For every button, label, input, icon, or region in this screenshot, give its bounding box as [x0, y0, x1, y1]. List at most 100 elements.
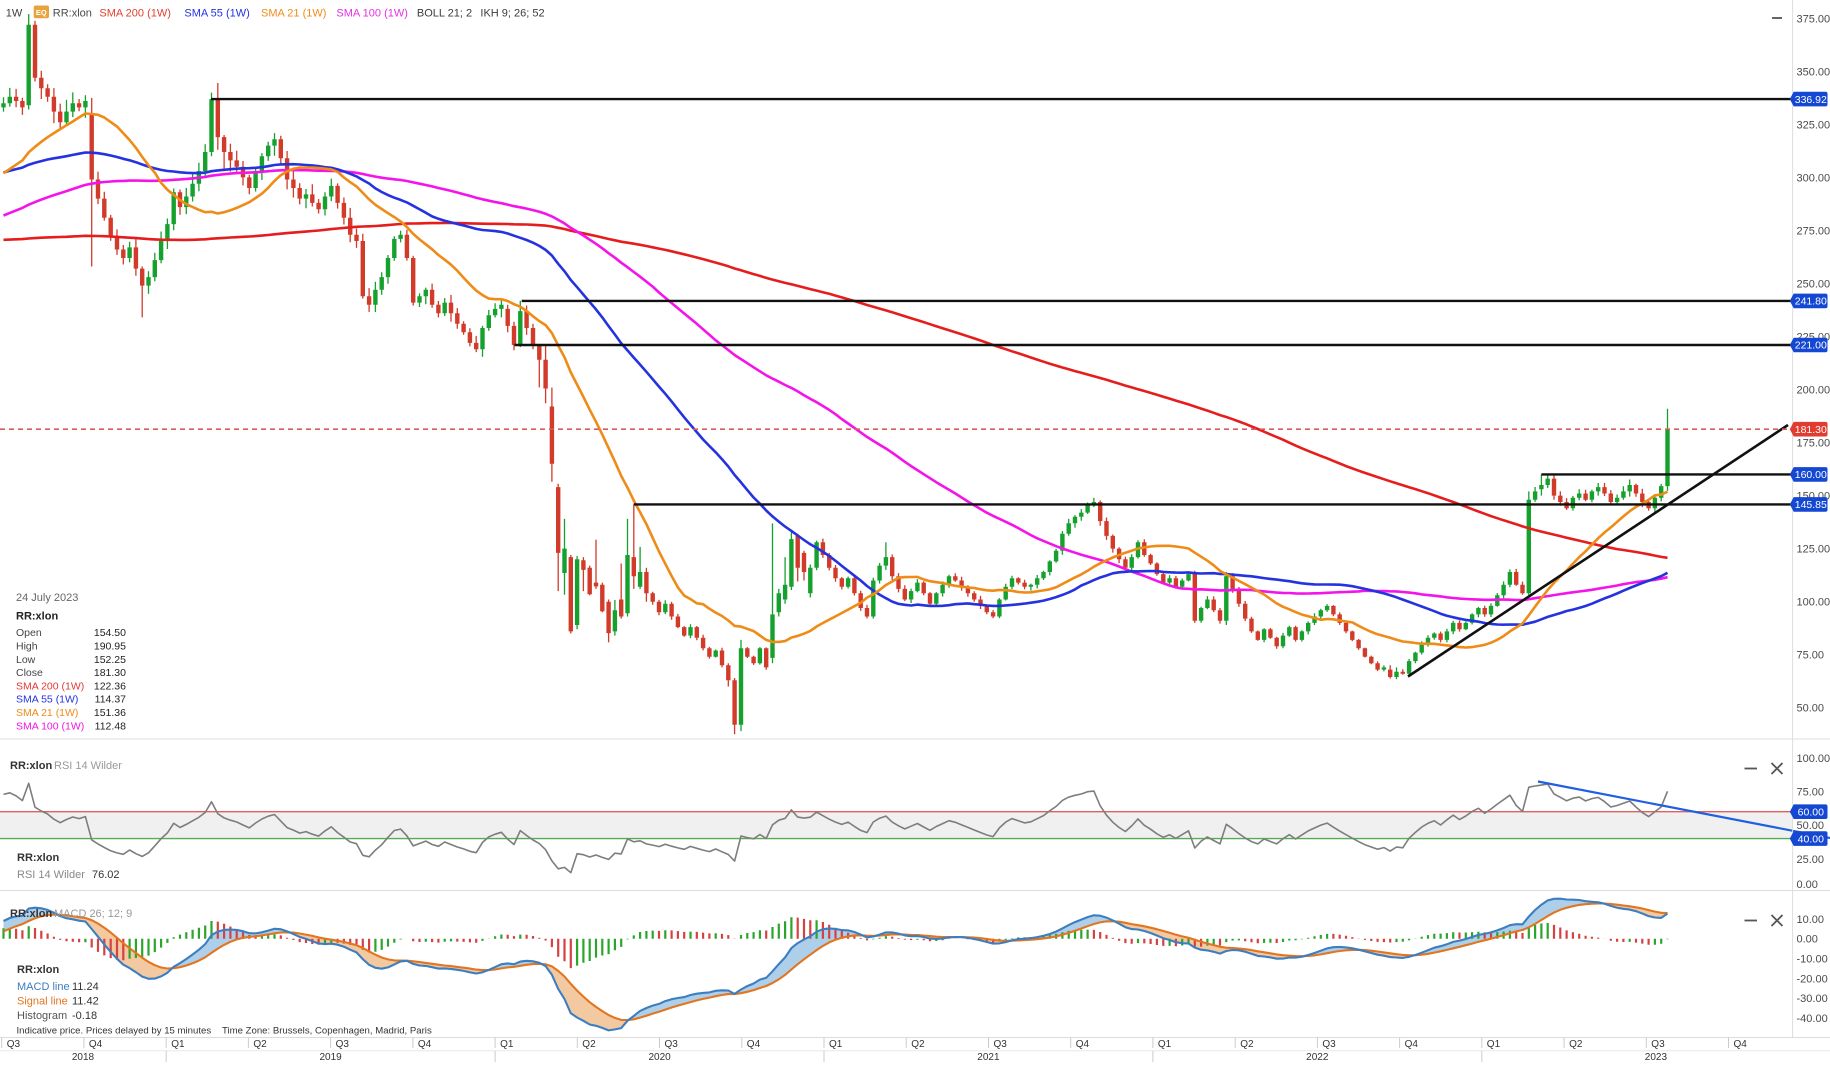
svg-text:241.80: 241.80 [1795, 296, 1827, 308]
svg-text:25.00: 25.00 [1797, 854, 1825, 866]
svg-text:MACD 26; 12; 9: MACD 26; 12; 9 [54, 908, 132, 920]
svg-text:Q3: Q3 [7, 1039, 21, 1050]
svg-text:RR:xlon: RR:xlon [53, 8, 92, 20]
svg-text:-0.18: -0.18 [72, 1010, 97, 1022]
svg-text:RR:xlon: RR:xlon [10, 908, 52, 920]
svg-text:375.00: 375.00 [1797, 13, 1830, 25]
svg-text:RSI 14 Wilder: RSI 14 Wilder [54, 760, 122, 772]
svg-text:0.00: 0.00 [1797, 879, 1818, 891]
svg-text:SMA 55 (1W): SMA 55 (1W) [16, 694, 78, 706]
svg-text:Q3: Q3 [994, 1039, 1008, 1050]
svg-text:145.85: 145.85 [1795, 499, 1827, 511]
svg-text:154.50: 154.50 [94, 627, 126, 639]
svg-text:SMA 100 (1W): SMA 100 (1W) [16, 720, 84, 732]
svg-text:40.00: 40.00 [1798, 833, 1824, 845]
svg-text:175.00: 175.00 [1797, 438, 1830, 450]
svg-text:RR:xlon: RR:xlon [16, 611, 58, 623]
svg-text:RR:xlon: RR:xlon [17, 852, 59, 864]
svg-text:Q4: Q4 [418, 1039, 432, 1050]
svg-text:190.95: 190.95 [94, 641, 126, 653]
svg-text:200.00: 200.00 [1797, 385, 1830, 397]
svg-text:High: High [16, 641, 38, 653]
svg-text:-30.00: -30.00 [1797, 993, 1828, 1005]
svg-text:Indicative price. Prices delay: Indicative price. Prices delayed by 15 m… [17, 1026, 212, 1037]
svg-text:-40.00: -40.00 [1797, 1013, 1828, 1025]
svg-text:Q1: Q1 [500, 1039, 514, 1050]
svg-text:2022: 2022 [1306, 1052, 1329, 1062]
svg-text:Q4: Q4 [1405, 1039, 1419, 1050]
svg-text:50.00: 50.00 [1797, 820, 1825, 832]
svg-text:1W: 1W [6, 8, 23, 20]
svg-text:100.00: 100.00 [1797, 753, 1830, 765]
svg-text:BOLL 21; 2: BOLL 21; 2 [417, 8, 472, 20]
svg-text:221.00: 221.00 [1795, 340, 1827, 352]
svg-text:2021: 2021 [977, 1052, 1000, 1062]
svg-text:2020: 2020 [648, 1052, 671, 1062]
svg-text:60.00: 60.00 [1798, 806, 1824, 818]
svg-text:50.00: 50.00 [1797, 703, 1825, 715]
svg-text:181.30: 181.30 [94, 667, 126, 679]
svg-text:-10.00: -10.00 [1797, 954, 1828, 966]
svg-text:SMA 200 (1W): SMA 200 (1W) [99, 8, 171, 20]
svg-text:2023: 2023 [1645, 1052, 1668, 1062]
svg-text:Q3: Q3 [1322, 1039, 1336, 1050]
svg-text:RSI 14 Wilder: RSI 14 Wilder [17, 869, 85, 881]
svg-text:Close: Close [16, 667, 43, 679]
svg-text:Histogram: Histogram [17, 1010, 67, 1022]
svg-text:350.00: 350.00 [1797, 66, 1830, 78]
svg-text:SMA 200 (1W): SMA 200 (1W) [16, 680, 84, 692]
svg-text:250.00: 250.00 [1797, 279, 1830, 291]
svg-text:10.00: 10.00 [1797, 914, 1825, 926]
svg-text:Q2: Q2 [253, 1039, 267, 1050]
svg-text:RR:xlon: RR:xlon [17, 964, 59, 976]
svg-text:181.30: 181.30 [1795, 424, 1827, 436]
svg-text:0.00: 0.00 [1797, 934, 1818, 946]
svg-text:Q1: Q1 [1158, 1039, 1172, 1050]
svg-text:Low: Low [16, 654, 36, 666]
svg-text:24 July 2023: 24 July 2023 [16, 592, 78, 604]
svg-text:Q1: Q1 [829, 1039, 843, 1050]
svg-text:112.48: 112.48 [95, 720, 126, 732]
svg-text:75.00: 75.00 [1797, 787, 1825, 799]
svg-text:151.36: 151.36 [94, 707, 126, 719]
svg-text:Q2: Q2 [911, 1039, 925, 1050]
svg-text:100.00: 100.00 [1797, 597, 1830, 609]
svg-text:EQ: EQ [36, 8, 47, 17]
svg-text:SMA 21 (1W): SMA 21 (1W) [261, 8, 326, 20]
svg-text:RR:xlon: RR:xlon [10, 760, 52, 772]
svg-text:75.00: 75.00 [1797, 650, 1825, 662]
svg-text:Signal line: Signal line [17, 996, 68, 1008]
svg-text:336.92: 336.92 [1795, 94, 1827, 106]
svg-text:152.25: 152.25 [94, 654, 126, 666]
svg-text:MACD line: MACD line [17, 981, 70, 993]
svg-text:Q4: Q4 [89, 1039, 103, 1050]
svg-text:Q2: Q2 [1240, 1039, 1254, 1050]
svg-text:2018: 2018 [72, 1052, 95, 1062]
svg-text:114.37: 114.37 [95, 694, 126, 706]
svg-text:Q1: Q1 [1487, 1039, 1501, 1050]
svg-text:Q3: Q3 [336, 1039, 350, 1050]
svg-text:160.00: 160.00 [1795, 469, 1827, 481]
svg-text:275.00: 275.00 [1797, 225, 1830, 237]
svg-text:Q2: Q2 [582, 1039, 596, 1050]
svg-text:Q4: Q4 [1734, 1039, 1748, 1050]
svg-text:SMA 100 (1W): SMA 100 (1W) [336, 8, 408, 20]
svg-text:122.36: 122.36 [94, 680, 126, 692]
svg-text:Q4: Q4 [1076, 1039, 1090, 1050]
svg-text:125.00: 125.00 [1797, 544, 1830, 556]
svg-text:Q3: Q3 [1651, 1039, 1665, 1050]
svg-text:SMA 55 (1W): SMA 55 (1W) [184, 8, 249, 20]
svg-text:Q1: Q1 [171, 1039, 185, 1050]
svg-text:Q4: Q4 [747, 1039, 761, 1050]
svg-text:-20.00: -20.00 [1797, 973, 1828, 985]
svg-text:300.00: 300.00 [1797, 172, 1830, 184]
svg-text:Q3: Q3 [665, 1039, 679, 1050]
svg-text:Open: Open [16, 627, 42, 639]
svg-text:325.00: 325.00 [1797, 119, 1830, 131]
svg-text:IKH 9; 26; 52: IKH 9; 26; 52 [480, 8, 544, 20]
svg-text:Time Zone: Brussels, Copenhage: Time Zone: Brussels, Copenhagen, Madrid,… [222, 1026, 432, 1037]
svg-text:SMA 21 (1W): SMA 21 (1W) [16, 707, 78, 719]
svg-text:2019: 2019 [319, 1052, 342, 1062]
svg-text:11.24: 11.24 [72, 981, 99, 993]
svg-text:Q2: Q2 [1569, 1039, 1583, 1050]
